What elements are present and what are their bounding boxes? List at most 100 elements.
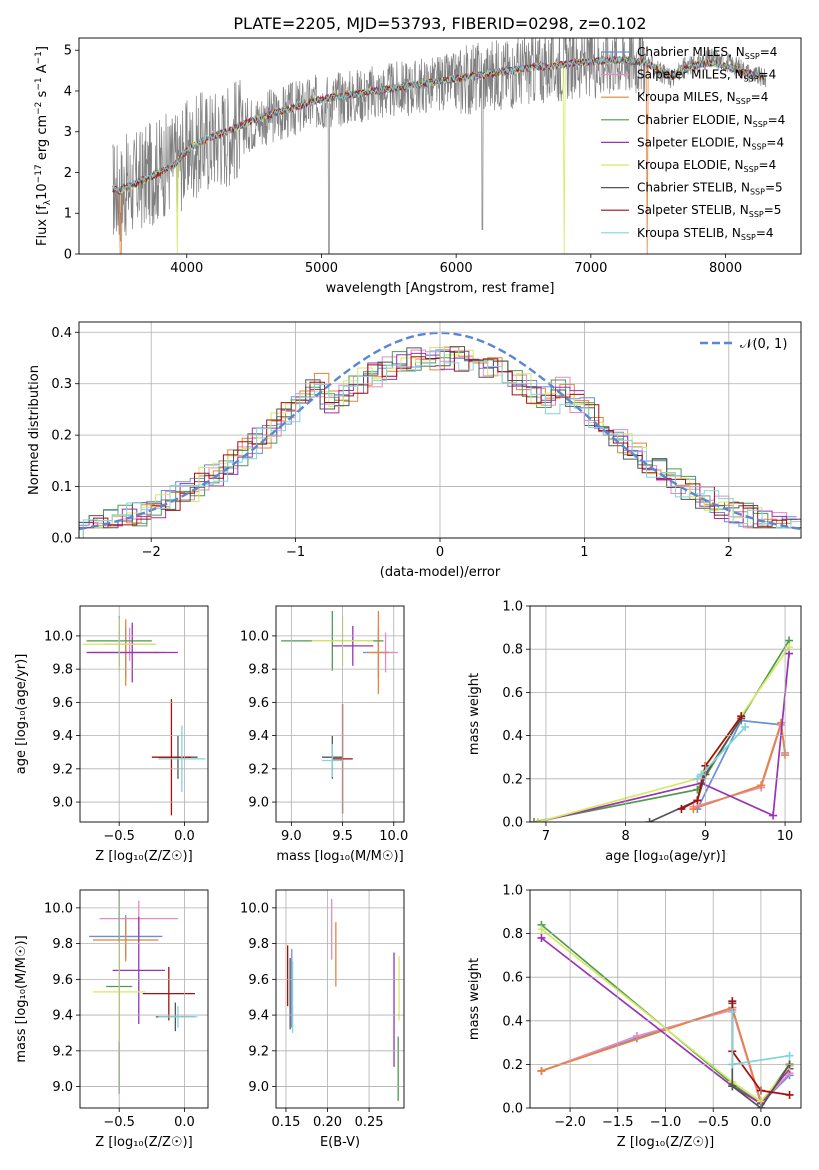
legend-entry-name: Kroupa ELODIE, N: [637, 158, 744, 172]
legend-entry-tail: =5: [764, 203, 782, 217]
axes-frame: [275, 605, 405, 823]
x-tick-label: 8: [622, 829, 630, 844]
mass-weight-marker: [645, 818, 654, 822]
y-axis-label-part: −17: [34, 164, 44, 183]
mass-vs-extinction-plot: 0.15 0.20 0.25 9.0 9.2 9.4 9.6 9.8 10.0 E(B-V): [240, 889, 405, 1150]
legend-entry-name: Salpeter MILES, N: [637, 68, 744, 82]
y-tick-label: 9.2: [52, 762, 73, 777]
y-tick-label: 0.8: [502, 927, 523, 942]
y-tick-label: 10.0: [44, 629, 73, 644]
x-tick-label: 0.0: [174, 829, 195, 844]
y-tick-label: 5: [64, 44, 72, 59]
y-tick-label: 9.4: [248, 729, 269, 744]
y-tick-label: 0.2: [502, 1058, 523, 1073]
x-tick-label: 5000: [305, 261, 338, 276]
mass-weight-line: [696, 726, 746, 780]
residual-histogram-step: [79, 349, 797, 528]
age-vs-metallicity-plot: −0.5 0.0 9.0 9.2 9.4 9.6 9.8 10.0 Z [log₁₀(Z/Z☉)…: [14, 605, 209, 864]
mass-weight-line: [540, 928, 791, 1103]
y-tick-label: 9.0: [248, 1080, 269, 1095]
y-axis-label-part: −1: [34, 77, 44, 90]
axes-frame: [529, 889, 802, 1109]
legend-entry-sub: SSP: [744, 75, 759, 84]
axes-frame: [79, 889, 209, 1109]
age-vs-mass-plot: 9.0 9.5 10.0 9.0 9.2 9.4 9.6 9.8 10.0 mass [log₁₀…: [240, 605, 408, 864]
y-tick-label: 9.8: [248, 663, 269, 678]
x-tick-label: 0.15: [271, 1115, 300, 1130]
plot-area: [281, 610, 398, 814]
legend-entry-tail: =4: [759, 158, 777, 172]
x-tick-label: 4000: [170, 261, 203, 276]
y-tick-label: 0.0: [502, 816, 523, 831]
x-axis-label: Z [log₁₀(Z/Z☉)]: [95, 1135, 192, 1150]
mass-weight-marker: [737, 712, 746, 721]
y-axis-label: mass weight: [467, 673, 482, 755]
y-tick-label: 9.8: [248, 937, 269, 952]
y-axis-label-part: 10: [35, 183, 50, 200]
legend-entry-name: Chabrier STELIB, N: [637, 181, 750, 195]
x-tick-label: 6000: [440, 261, 473, 276]
spectrum-plot: 4000 5000 6000 7000 8000 0 1 2 3 4 5 wavelength [An…: [34, 37, 802, 296]
residual-histogram-step: [82, 347, 801, 538]
y-axis-label: age [log₁₀(age/yr)]: [14, 654, 29, 775]
x-tick-label: 0.20: [313, 1115, 342, 1130]
y-tick-label: 10.0: [44, 901, 73, 916]
mass-weight-marker: [769, 811, 778, 820]
legend-entry: Kroupa MILES, NSSP=4: [637, 90, 768, 106]
y-axis-label: Flux [fλ10−17 erg cm−2 s−1 A−1]: [34, 46, 53, 246]
legend-entry: Kroupa STELIB, NSSP=4: [637, 226, 774, 242]
mass-weight-marker: [785, 643, 794, 652]
y-tick-label: 2: [64, 166, 72, 181]
y-tick-label: 0: [64, 248, 72, 263]
y-tick-label: 9.6: [248, 696, 269, 711]
mass-weight-marker: [677, 805, 686, 814]
legend-entry-name: Salpeter STELIB, N: [637, 203, 749, 217]
y-tick-label: 4: [64, 84, 72, 99]
x-tick-label: 0: [436, 545, 444, 560]
legend-entry: Chabrier MILES, NSSP=4: [637, 45, 777, 61]
y-axis-label-part: s: [35, 90, 50, 101]
y-tick-label: 1.0: [502, 600, 523, 615]
x-tick-label: 9: [701, 829, 709, 844]
mass-weight-vs-age-plot: 7 8 9 10 0.0 0.2 0.4 0.6 0.8 1.0 age [log₁₀(age/yr…: [467, 600, 802, 864]
y-axis-label-part: A: [35, 64, 50, 77]
y-tick-label: 10.0: [240, 629, 269, 644]
axes-frame: [78, 321, 802, 539]
mass-weight-marker: [537, 1066, 546, 1075]
x-tick-label: −1: [286, 545, 305, 560]
x-tick-label: −0.5: [103, 1115, 135, 1130]
legend-entry-sub: SSP: [745, 52, 760, 61]
plot-area: [537, 920, 794, 1108]
x-axis-label: E(B-V): [320, 1135, 360, 1150]
legend-entry: 𝒩(0, 1): [740, 337, 787, 352]
y-tick-label: 0.0: [51, 532, 72, 547]
x-tick-label: 9.0: [281, 829, 302, 844]
y-tick-label: 0.4: [51, 326, 72, 341]
x-tick-label: 7000: [574, 261, 607, 276]
x-tick-label: −1.0: [650, 1115, 682, 1130]
mass-weight-marker: [693, 796, 702, 805]
legend-entry-name: Kroupa STELIB, N: [637, 226, 741, 240]
y-tick-label: 0.0: [502, 1102, 523, 1117]
y-tick-label: 9.2: [248, 762, 269, 777]
x-tick-label: 0.0: [751, 1115, 772, 1130]
x-tick-label: 1: [580, 545, 588, 560]
mass-weight-marker: [689, 805, 698, 814]
x-tick-label: −1.5: [602, 1115, 634, 1130]
x-axis-label: Z [log₁₀(Z/Z☉)]: [617, 1135, 714, 1150]
y-tick-label: 9.4: [52, 729, 73, 744]
x-axis-label: Z [log₁₀(Z/Z☉)]: [95, 849, 192, 864]
legend-entry-name: Kroupa MILES, N: [637, 90, 736, 104]
x-axis-label: (data-model)/error: [380, 565, 501, 580]
legend-entry-tail: =4: [760, 45, 778, 59]
y-tick-label: 0.4: [502, 729, 523, 744]
mass-weight-marker: [537, 933, 546, 942]
x-tick-label: 8000: [709, 261, 742, 276]
y-tick-label: 0.8: [502, 643, 523, 658]
mass-weight-marker: [537, 925, 546, 934]
mass-weight-marker: [741, 722, 750, 731]
legend-entry-tail: =4: [759, 68, 777, 82]
mass-vs-metallicity-plot: −0.5 0.0 9.0 9.2 9.4 9.6 9.8 10.0 Z [log₁₀(Z/Z☉)…: [14, 889, 209, 1150]
mass-weight-line: [680, 715, 742, 810]
mass-weight-line: [537, 653, 790, 822]
